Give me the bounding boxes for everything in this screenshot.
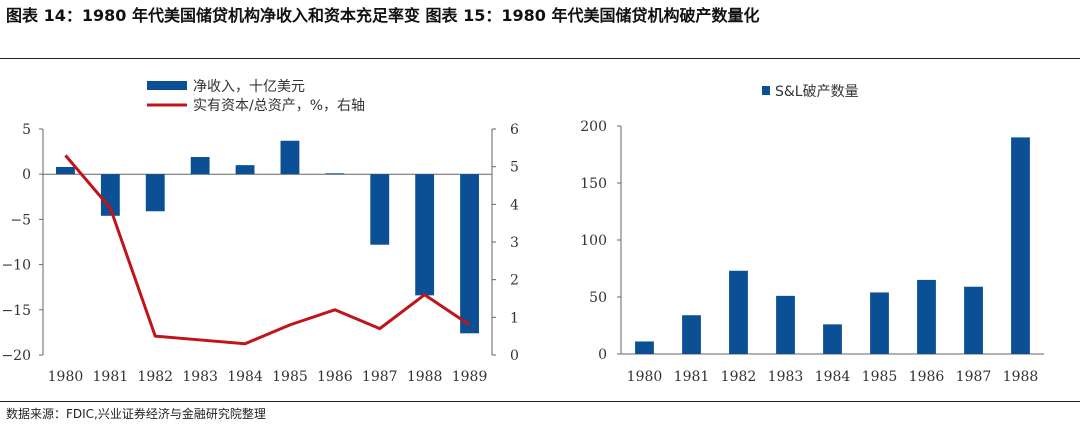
- x-tick-label: 1981: [93, 369, 129, 385]
- x-tick-label: 1980: [627, 369, 663, 385]
- source-note: 数据来源：FDIC,兴业证券经济与金融研究院整理: [6, 407, 266, 421]
- bankruptcy-bar: [1011, 137, 1030, 354]
- y-tick-label: 0: [598, 347, 607, 363]
- net-income-bar: [190, 157, 210, 175]
- x-tick-label: 1981: [674, 369, 710, 385]
- left-tick-label: −20: [1, 348, 31, 364]
- y-tick-label: 50: [589, 290, 607, 306]
- x-tick-label: 1985: [862, 369, 898, 385]
- net-income-bar: [370, 174, 390, 245]
- capital-ratio-line: [64, 154, 471, 346]
- right-tick-label: 5: [510, 160, 519, 176]
- net-income-bar: [415, 174, 435, 296]
- bankruptcy-bar: [635, 341, 654, 354]
- right-tick-label: 6: [510, 122, 519, 138]
- left-tick-label: 0: [22, 167, 31, 183]
- bankruptcy-count-chart: 200 150 100 50 0 1980 1981 1982 1983 1984 1985 1986…: [580, 84, 1044, 385]
- right-tick-label: 0: [510, 348, 519, 364]
- y-tick-label: 200: [580, 119, 607, 135]
- right-tick-label: 4: [510, 197, 519, 213]
- net-income-bar: [235, 165, 255, 175]
- net-income-bar: [100, 174, 120, 216]
- x-tick-label: 1982: [137, 369, 173, 385]
- right-tick-label: 1: [510, 310, 519, 326]
- x-tick-label: 1984: [815, 369, 851, 385]
- figure-title: 图表 14：1980 年代美国储贷机构净收入和资本充足率变 图表 15：1980…: [6, 6, 760, 25]
- net-income-bar: [460, 174, 479, 334]
- legend-label: S&L破产数量: [775, 84, 859, 100]
- x-tick-label: 1982: [721, 369, 757, 385]
- legend-bar-label: 净收入，十亿美元: [193, 79, 305, 95]
- y-tick-label: 150: [580, 176, 607, 192]
- bankruptcy-bar: [964, 286, 983, 354]
- bankruptcy-bar: [776, 295, 795, 354]
- legend-swatch: [762, 86, 770, 95]
- net-income-bar: [325, 173, 345, 175]
- y-tick-label: 100: [580, 233, 607, 249]
- x-tick-label: 1986: [909, 369, 945, 385]
- left-tick-label: −5: [10, 212, 31, 228]
- left-tick-label: −10: [1, 258, 31, 274]
- bankruptcy-bar: [682, 315, 701, 354]
- right-tick-label: 2: [510, 273, 519, 289]
- bankruptcy-bar: [823, 324, 842, 354]
- x-tick-label: 1987: [956, 369, 992, 385]
- net-income-bar: [145, 174, 165, 212]
- top-rule: [0, 58, 1080, 59]
- x-tick-label: 1986: [317, 369, 353, 385]
- left-tick-label: 5: [22, 122, 31, 138]
- net-income-bar: [280, 140, 300, 175]
- legend-line-label: 实有资本/总资产，%，右轴: [193, 98, 365, 114]
- x-tick-label: 1983: [768, 369, 804, 385]
- x-tick-label: 1989: [452, 369, 488, 385]
- net-income-capital-chart: 5 0 −5 −10 −15 −20 6 5 4 3 2 1 0 1980 1981 1982 1983 1984…: [1, 79, 519, 385]
- bankruptcy-bar: [917, 279, 936, 354]
- x-tick-label: 1980: [48, 369, 84, 385]
- x-tick-label: 1984: [227, 369, 263, 385]
- bottom-rule: [0, 401, 1080, 402]
- net-income-bar: [56, 166, 75, 175]
- x-tick-label: 1988: [407, 369, 443, 385]
- x-tick-label: 1988: [1003, 369, 1039, 385]
- x-tick-label: 1987: [362, 369, 398, 385]
- x-tick-label: 1983: [182, 369, 218, 385]
- x-tick-label: 1985: [272, 369, 308, 385]
- bankruptcy-bar: [729, 270, 748, 354]
- right-tick-label: 3: [510, 235, 519, 251]
- legend-bar-swatch: [147, 81, 187, 90]
- left-tick-label: −15: [1, 303, 31, 319]
- bankruptcy-bar: [870, 292, 889, 354]
